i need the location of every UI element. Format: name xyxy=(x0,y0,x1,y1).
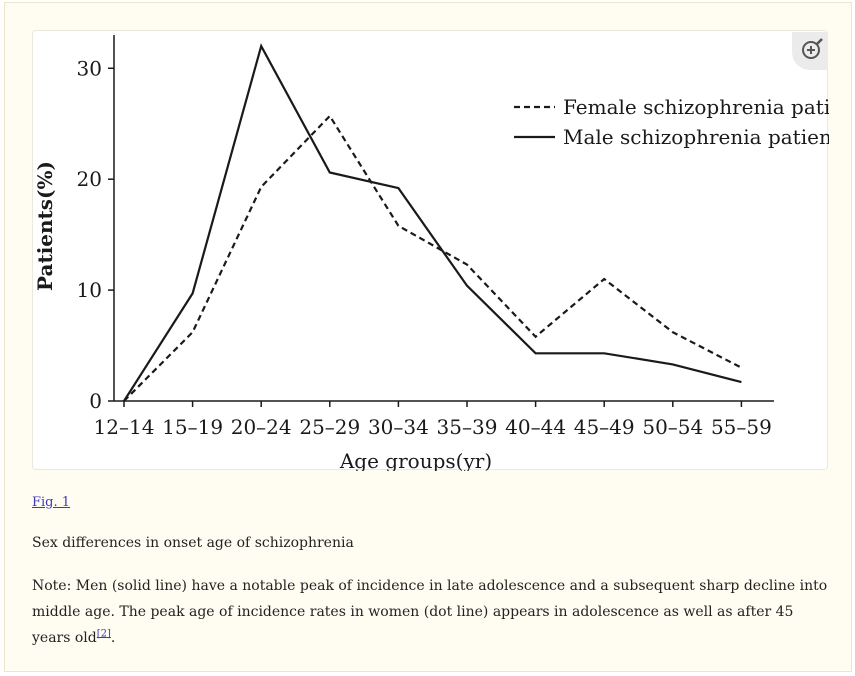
y-tick-label: 0 xyxy=(89,389,102,413)
x-tick-label: 35–39 xyxy=(437,415,498,439)
note-end: . xyxy=(110,630,116,646)
note-text: Note: Men (solid line) have a notable pe… xyxy=(32,578,828,646)
x-tick-label: 15–19 xyxy=(162,415,223,439)
legend-male-label: Male schizophrenia patients xyxy=(563,125,829,149)
line-chart: 0 10 20 30 12–14 15–19 20–24 25–29 30–34 35–39 40–… xyxy=(33,35,829,471)
figure-link[interactable]: Fig. 1 xyxy=(32,495,71,510)
x-tick-label: 30–34 xyxy=(368,415,429,439)
x-tick-label: 55–59 xyxy=(711,415,772,439)
female-series-line xyxy=(123,114,742,402)
y-tick-label: 20 xyxy=(77,167,102,191)
figure-image[interactable]: 0 10 20 30 12–14 15–19 20–24 25–29 30–34 35–39 40–… xyxy=(32,30,829,471)
figure-note: Note: Men (solid line) have a notable pe… xyxy=(32,573,832,651)
x-tick-label: 12–14 xyxy=(94,415,155,439)
y-axis-label: Patients(%) xyxy=(33,161,57,291)
male-series-line xyxy=(123,43,742,402)
legend-female-label: Female schizophrenia patients xyxy=(563,95,829,119)
y-tick-label: 30 xyxy=(77,56,102,80)
figure-caption: Sex differences in onset age of schizoph… xyxy=(32,535,354,551)
x-tick-label: 20–24 xyxy=(231,415,292,439)
reference-link[interactable]: [2] xyxy=(96,628,111,640)
x-tick-label: 40–44 xyxy=(505,415,566,439)
x-axis-label: Age groups(yr) xyxy=(339,449,492,471)
x-tick-label: 25–29 xyxy=(299,415,360,439)
y-tick-label: 10 xyxy=(77,278,102,302)
zoom-in-icon xyxy=(802,38,823,59)
zoom-button[interactable] xyxy=(792,32,828,70)
x-tick-label: 50–54 xyxy=(642,415,703,439)
x-tick-label: 45–49 xyxy=(574,415,635,439)
figure-panel: 0 10 20 30 12–14 15–19 20–24 25–29 30–34 35–39 40–… xyxy=(4,2,852,672)
